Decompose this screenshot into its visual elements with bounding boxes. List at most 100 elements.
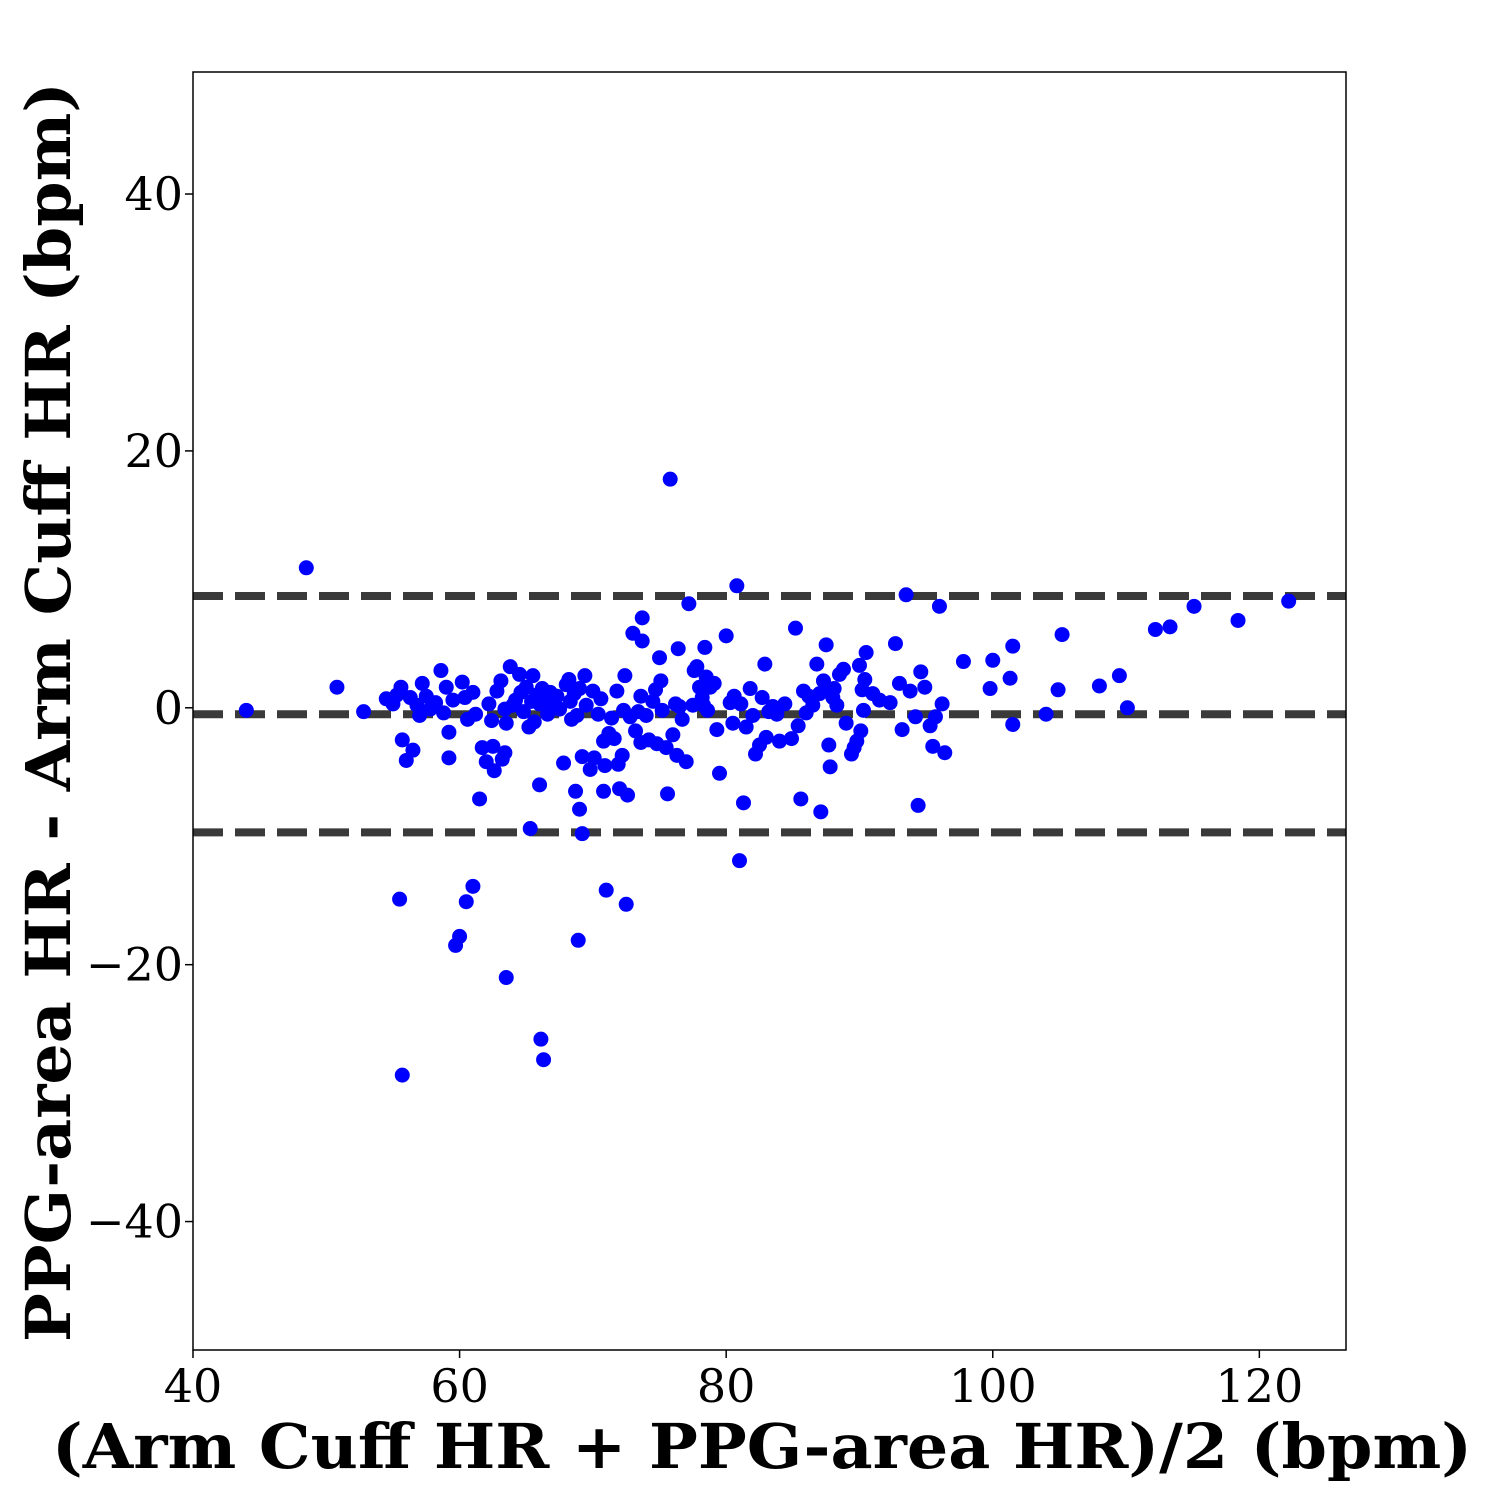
data-point — [652, 650, 668, 666]
data-point — [1162, 619, 1178, 635]
data-point — [405, 742, 421, 758]
data-point — [614, 747, 630, 763]
data-point — [712, 765, 728, 781]
data-point — [634, 633, 650, 649]
data-point — [658, 740, 674, 756]
data-point — [438, 679, 454, 695]
data-point — [1281, 593, 1297, 609]
data-point — [498, 715, 514, 731]
data-point — [745, 707, 761, 723]
data-point — [672, 699, 688, 715]
data-point — [689, 659, 705, 675]
x-axis-label: (Arm Cuff HR + PPG-area HR)/2 (bpm) — [52, 1410, 1472, 1483]
data-point — [783, 731, 799, 747]
data-point — [577, 668, 593, 684]
data-point — [793, 791, 809, 807]
data-point — [526, 714, 542, 730]
data-point — [486, 763, 502, 779]
data-point — [458, 894, 474, 910]
data-point — [1005, 638, 1021, 654]
x-tick-label: 60 — [430, 1359, 489, 1413]
data-point — [570, 932, 586, 948]
data-point — [857, 672, 873, 688]
data-point — [826, 681, 842, 697]
data-point — [662, 471, 678, 487]
x-tick-label: 100 — [949, 1359, 1037, 1413]
data-point — [472, 791, 488, 807]
data-point — [356, 704, 372, 720]
y-tick-label: −20 — [86, 938, 183, 992]
data-point — [670, 641, 686, 657]
data-point — [851, 657, 867, 673]
data-point — [809, 656, 825, 672]
data-point — [620, 787, 636, 803]
data-point — [818, 637, 834, 653]
data-point — [586, 750, 602, 766]
data-point — [665, 727, 681, 743]
data-point — [532, 777, 548, 793]
x-tick-label: 120 — [1215, 1359, 1303, 1413]
data-point — [1005, 716, 1021, 732]
data-point — [1054, 627, 1070, 643]
data-point — [582, 761, 598, 777]
data-point — [1111, 668, 1127, 684]
data-point — [736, 795, 752, 811]
data-point — [733, 696, 749, 712]
data-point — [454, 674, 470, 690]
data-point — [394, 732, 410, 748]
data-point — [777, 696, 793, 712]
data-point — [1230, 612, 1246, 628]
data-point — [925, 738, 941, 754]
data-point — [910, 797, 926, 813]
data-point — [445, 692, 461, 708]
data-point — [769, 706, 785, 722]
data-point — [593, 691, 609, 707]
data-point — [525, 668, 541, 684]
data-point — [729, 578, 745, 594]
data-point — [955, 654, 971, 670]
data-point — [838, 715, 854, 731]
data-point — [414, 675, 430, 691]
data-point — [931, 598, 947, 614]
data-point — [606, 731, 622, 747]
data-point — [465, 684, 481, 700]
data-point — [561, 672, 577, 688]
data-point — [1147, 621, 1163, 637]
data-point — [894, 722, 910, 738]
data-point — [927, 709, 943, 725]
data-point — [771, 733, 787, 749]
data-point — [533, 1031, 549, 1047]
data-point — [549, 688, 565, 704]
data-point — [858, 645, 874, 661]
data-point — [822, 759, 838, 775]
data-point — [1186, 598, 1202, 614]
data-point — [618, 896, 634, 912]
data-point — [329, 679, 345, 695]
data-point — [934, 696, 950, 712]
y-tick-label: 20 — [124, 424, 183, 478]
y-axis-ticks: −40 −20 0 20 40 — [86, 167, 193, 1249]
data-point — [835, 661, 851, 677]
data-point — [917, 679, 933, 695]
data-point — [238, 702, 254, 718]
data-point — [556, 755, 572, 771]
data-point — [805, 697, 821, 713]
data-point — [433, 663, 449, 679]
y-tick-label: 0 — [154, 681, 183, 735]
scatter-points — [238, 471, 1297, 1083]
data-point — [609, 683, 625, 699]
data-point — [882, 695, 898, 711]
data-point — [757, 656, 773, 672]
data-point — [855, 702, 871, 718]
data-point — [604, 710, 620, 726]
data-point — [628, 723, 644, 739]
data-point — [758, 729, 774, 745]
data-point — [393, 679, 409, 695]
data-point — [298, 560, 314, 576]
data-point — [821, 737, 837, 753]
data-point — [484, 713, 500, 729]
data-point — [394, 1067, 410, 1083]
data-point — [572, 801, 588, 817]
